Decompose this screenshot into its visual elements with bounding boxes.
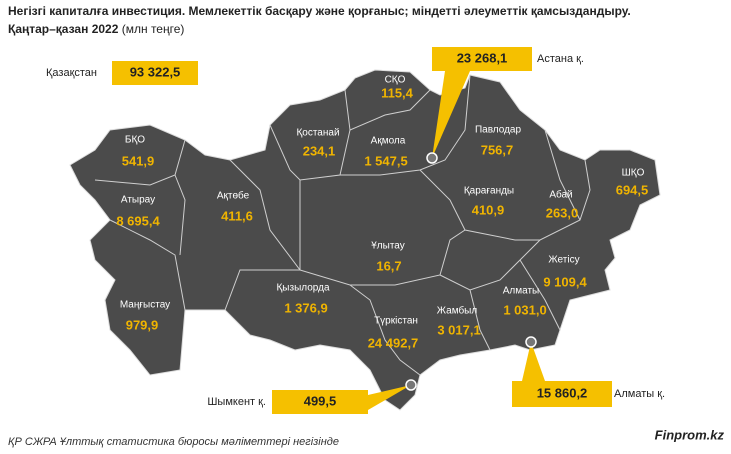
period: Қаңтар–қазан 2022	[8, 22, 119, 36]
region-value: 756,7	[481, 142, 514, 157]
region-value: 115,4	[381, 85, 414, 100]
brand: Finprom.kz	[655, 427, 725, 442]
total-box	[112, 61, 198, 85]
region-value: 979,9	[126, 317, 159, 332]
region-value: 16,7	[376, 258, 401, 273]
region-name: Абай	[549, 189, 572, 201]
city-value: 499,5	[304, 393, 337, 408]
region-name: Маңғыстау	[120, 300, 170, 311]
region-value: 263,0	[546, 205, 579, 220]
title: Негізгі капиталға инвестиция. Мемлекетті…	[8, 4, 631, 18]
city-name: Астана қ.	[537, 53, 584, 65]
pointer	[368, 385, 411, 410]
region-value: 24 492,7	[368, 335, 419, 350]
region-name: Жамбыл	[437, 305, 478, 317]
region-name: Павлодар	[475, 125, 522, 136]
country-map	[69, 69, 661, 411]
total-value: 93 322,5	[130, 64, 181, 79]
region-name: Атырау	[121, 195, 155, 206]
subtitle: Қаңтар–қазан 2022 (млн теңге)	[8, 22, 184, 36]
city-box	[272, 390, 368, 414]
city-value: 15 860,2	[537, 385, 588, 400]
region-name: Алматы	[503, 286, 540, 297]
region-value: 1 031,0	[503, 302, 546, 317]
region-name: СҚО	[385, 75, 406, 86]
city-box	[432, 47, 532, 71]
region-name: Қостанай	[296, 128, 339, 139]
region-name: Ақтөбе	[217, 190, 250, 202]
region-name: Қызылорда	[276, 283, 329, 294]
city-name: Алматы қ.	[614, 388, 665, 400]
region-value: 541,9	[122, 153, 155, 168]
region-name: Түркістан	[374, 316, 418, 327]
total-name: Қазақстан	[46, 67, 97, 79]
city-dot	[525, 336, 537, 348]
region-name: Ұлытау	[371, 241, 405, 252]
region-value: 411,6	[221, 208, 253, 223]
region-value: 9 109,4	[543, 274, 587, 289]
city-box	[512, 381, 612, 407]
city-name: Шымкент қ.	[207, 396, 266, 408]
region-value: 694,5	[616, 182, 649, 197]
region-name: БҚО	[125, 135, 145, 146]
region-borders	[94, 74, 591, 376]
region-value: 410,9	[472, 202, 505, 217]
region-value: 8 695,4	[116, 213, 160, 228]
region-name: Жетісу	[548, 255, 579, 266]
region-name: Қарағанды	[464, 186, 514, 197]
pointer	[522, 342, 545, 381]
region-name: ШҚО	[622, 168, 645, 179]
unit: (млн теңге)	[122, 22, 185, 36]
region-value: 1 376,9	[284, 300, 327, 315]
pointer	[432, 71, 470, 158]
city-value: 23 268,1	[457, 50, 508, 65]
region-name: Ақмола	[371, 136, 406, 147]
region-value: 3 017,1	[437, 322, 480, 337]
city-dot	[405, 379, 417, 391]
region-value: 234,1	[303, 143, 336, 158]
source: ҚР СЖРА Ұлттық статистика бюросы мәлімет…	[8, 436, 339, 448]
city-dot	[426, 152, 438, 164]
region-value: 1 547,5	[364, 153, 407, 168]
